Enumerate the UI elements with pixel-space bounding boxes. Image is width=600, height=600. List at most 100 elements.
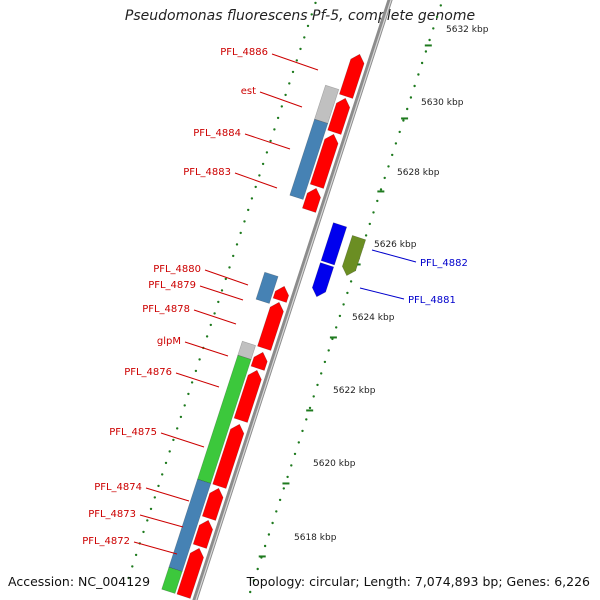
reverse-track-tick <box>280 105 283 108</box>
gene-label-pfl-4886[interactable]: PFL_4886 <box>220 47 268 58</box>
forward-track-tick <box>413 84 416 88</box>
reverse-track-tick <box>232 254 235 258</box>
forward-track-tick <box>275 510 278 513</box>
forward-track-tick <box>286 475 289 479</box>
forward-track-tick <box>376 199 379 203</box>
gene-label-pfl-4880[interactable]: PFL_4880 <box>153 264 201 275</box>
label-leader-line <box>371 249 417 263</box>
reverse-track-tick <box>131 565 134 568</box>
reverse-track-tick <box>209 323 212 327</box>
scale-label-5618: 5618 kbp <box>294 533 337 543</box>
label-leader-line <box>133 541 178 555</box>
cds-red-block <box>250 351 268 371</box>
scale-label-5624: 5624 kbp <box>352 313 395 323</box>
cds-red-block <box>212 423 245 489</box>
backbone-layer <box>192 0 393 600</box>
gene-label-pfl-4881[interactable]: PFL_4881 <box>408 295 456 306</box>
reverse-track-tick <box>134 553 138 557</box>
gene-block <box>289 118 329 200</box>
forward-track-tick <box>320 372 323 375</box>
reverse-track-tick <box>299 47 302 51</box>
forward-track-tick <box>301 429 304 433</box>
forward-track-tick <box>327 349 330 352</box>
scale-label-5622: 5622 kbp <box>333 386 376 396</box>
reverse-track-tick <box>224 277 227 281</box>
reverse-track-tick <box>254 185 257 189</box>
gene-label-pfl-4874[interactable]: PFL_4874 <box>94 482 142 493</box>
gene-label-glpm[interactable]: glpM <box>157 336 181 347</box>
gene-label-pfl-4882[interactable]: PFL_4882 <box>420 258 468 269</box>
forward-track-tick <box>282 487 285 490</box>
reverse-track-tick <box>198 358 201 361</box>
reverse-track-tick <box>258 174 261 177</box>
forward-track-tick <box>308 406 312 410</box>
forward-track-tick <box>305 418 308 421</box>
forward-track-tick <box>252 579 256 582</box>
scale-label-5626: 5626 kbp <box>374 240 417 250</box>
label-leader-line <box>184 341 229 357</box>
gene-label-pfl-4884[interactable]: PFL_4884 <box>193 128 241 139</box>
forward-track-tick <box>249 590 252 594</box>
gene-label-pfl-4879[interactable]: PFL_4879 <box>148 280 196 291</box>
forward-track-tick <box>267 533 271 536</box>
scale-label-5620: 5620 kbp <box>313 459 356 469</box>
forward-track-tick <box>323 360 327 364</box>
forward-track-tick <box>383 176 386 180</box>
reverse-track-tick <box>306 24 310 28</box>
cds-red-block <box>233 369 262 423</box>
reverse-track-tick <box>265 151 269 154</box>
forward-track-tick <box>424 50 428 53</box>
cds-red-block <box>192 519 214 549</box>
gene-label-est[interactable]: est <box>241 86 256 97</box>
reverse-track-tick <box>153 496 156 499</box>
gene-label-pfl-4873[interactable]: PFL_4873 <box>88 509 136 520</box>
cds-red-block <box>339 53 365 99</box>
gene-block <box>255 271 279 304</box>
gene-label-pfl-4875[interactable]: PFL_4875 <box>109 427 157 438</box>
forward-track-tick <box>372 211 375 214</box>
label-leader-line <box>139 514 184 528</box>
reverse-track-tick <box>276 116 280 120</box>
forward-gene-block-olive <box>341 235 367 277</box>
forward-track-tick <box>417 73 420 76</box>
forward-track-tick <box>406 107 409 111</box>
reverse-track-tick <box>239 231 242 235</box>
reverse-track-tick <box>194 369 198 373</box>
gene-label-pfl-4876[interactable]: PFL_4876 <box>124 367 172 378</box>
reverse-track-tick <box>187 392 190 396</box>
forward-track-tick <box>391 153 394 157</box>
genome-backbone <box>192 0 393 600</box>
reverse-track-tick <box>176 427 179 430</box>
forward-track-tick <box>402 119 405 122</box>
reverse-track-tick <box>295 59 298 62</box>
cds-red-block <box>327 97 351 135</box>
label-leader-line <box>259 91 303 108</box>
reverse-track-tick <box>288 82 291 85</box>
label-leader-line <box>175 372 220 388</box>
genome-backbone-highlight <box>195 0 392 600</box>
forward-track-tick <box>409 96 413 99</box>
reverse-track-tick <box>314 1 317 5</box>
forward-track-tick <box>256 567 259 571</box>
reverse-track-tick <box>172 438 175 442</box>
forward-track-tick <box>338 314 342 318</box>
forward-track-tick <box>335 326 338 329</box>
reverse-track-tick <box>220 289 224 292</box>
reverse-track-tick <box>183 404 186 407</box>
reverse-track-tick <box>142 530 145 534</box>
features-layer <box>161 53 367 599</box>
gene-label-pfl-4883[interactable]: PFL_4883 <box>183 167 231 178</box>
gene-label-pfl-4878[interactable]: PFL_4878 <box>142 304 190 315</box>
forward-track-tick <box>364 234 368 237</box>
reverse-track-tick <box>269 139 272 143</box>
reverse-track-tick <box>205 335 209 338</box>
forward-gene-block-4881 <box>311 262 335 298</box>
reverse-track-tick <box>190 381 194 384</box>
forward-track-tick <box>420 61 424 65</box>
gene-label-pfl-4872[interactable]: PFL_4872 <box>82 536 130 547</box>
reverse-track-tick <box>284 93 287 97</box>
forward-track-tick <box>290 464 293 467</box>
label-leader-line <box>145 487 190 502</box>
label-leader-line <box>359 287 405 300</box>
